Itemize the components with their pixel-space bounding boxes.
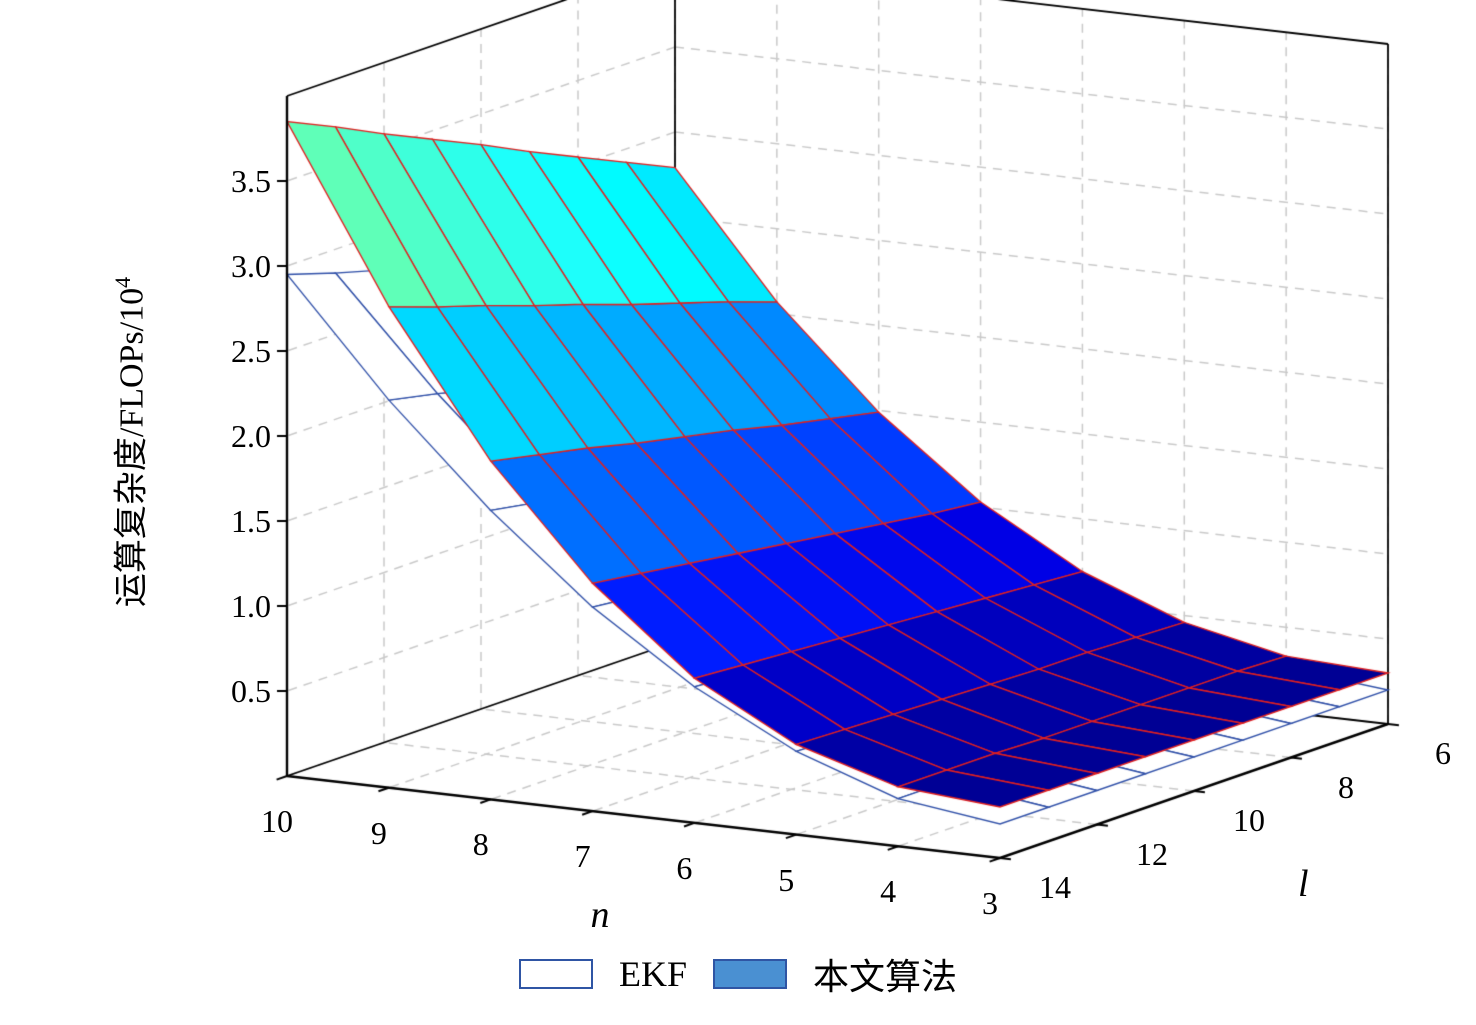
z-axis-label: 运算复杂度/FLOPs/104 — [104, 277, 153, 607]
x-axis-label: n — [590, 894, 610, 936]
z-axis-label-exponent: 4 — [110, 276, 136, 288]
legend-swatch-proposed — [713, 959, 787, 989]
legend: EKF 本文算法 — [0, 948, 1476, 1000]
y-axis-label: l — [1298, 863, 1309, 905]
legend-swatch-ekf — [518, 959, 593, 989]
z-axis-label-text: 运算复杂度/FLOPs/10 — [113, 287, 151, 608]
legend-label-ekf: EKF — [618, 954, 687, 994]
legend-label-proposed: 本文算法 — [813, 957, 958, 997]
